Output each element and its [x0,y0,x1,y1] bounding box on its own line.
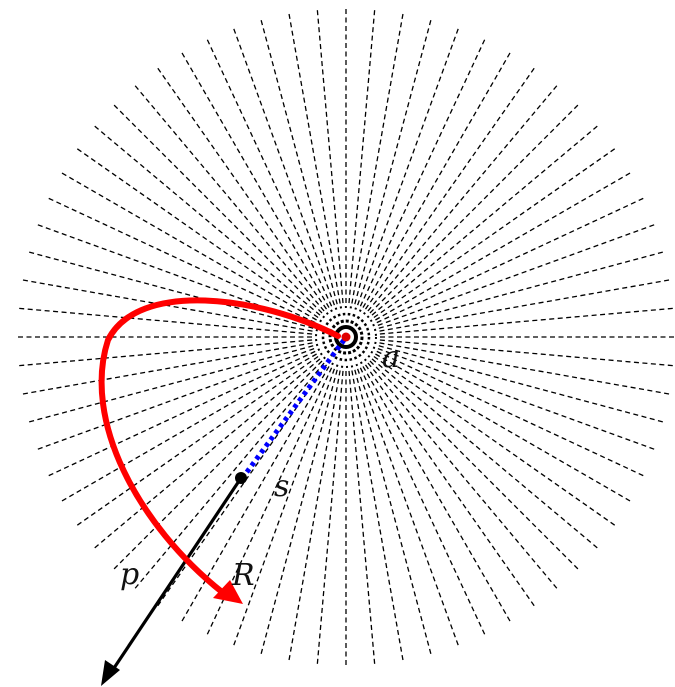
ray [156,364,328,608]
ray [362,366,512,624]
ray [377,347,657,451]
red-center-dot [341,332,351,342]
ray [373,355,617,527]
ray [112,103,323,314]
ray [359,367,487,637]
ray [367,83,559,312]
ray [369,360,580,571]
ray [367,362,559,591]
momentum-arrow [101,477,243,686]
label-p: p [120,557,139,592]
ray [379,342,672,395]
ray [205,37,333,307]
ray [369,103,580,314]
label-R: R [231,558,255,593]
ray [27,250,314,329]
ray [375,353,633,503]
ray [356,368,460,648]
ray [379,307,675,335]
ray [364,364,536,608]
ray [20,342,313,395]
ray [17,307,313,335]
ray [288,370,341,663]
ray [259,18,338,305]
ray [17,339,313,367]
ray [373,147,617,319]
ray [379,339,675,367]
ray [133,83,325,312]
ray [232,368,336,648]
ray [362,50,512,308]
blue-dotted-segment [241,338,347,478]
ray [112,360,323,571]
ray [259,369,338,656]
ray [354,18,433,305]
ray [348,8,376,304]
ray [46,350,316,478]
ray [288,11,341,304]
ray [59,353,317,503]
ray [92,124,321,316]
ray [75,147,319,319]
ray [351,11,404,304]
ray [359,37,487,307]
ray [156,66,328,310]
ray [316,370,344,666]
red-trajectory [98,297,341,604]
center-rings [315,306,377,368]
label-a: a [382,340,400,375]
ray [27,345,314,424]
ray [35,347,315,451]
ray [351,370,404,663]
ray [378,250,665,329]
ray [376,196,646,324]
ray [348,370,376,666]
ray [46,196,316,324]
ray [356,26,460,306]
ray [354,369,433,656]
ray [59,171,317,321]
ray [232,26,336,306]
ray [316,8,344,304]
ray [378,345,665,424]
ray [364,66,536,310]
ray [75,355,319,527]
ray [180,50,330,308]
ray [376,350,646,478]
label-s: s [274,469,289,504]
ray [379,279,672,332]
ray [133,362,325,591]
ray [371,124,600,316]
ray [375,171,633,321]
ray [371,358,600,550]
ray [92,358,321,550]
point-marker [235,472,247,484]
ray [180,366,330,624]
radial-dashed-rays [16,7,675,667]
ray [377,223,657,327]
ray [35,223,315,327]
